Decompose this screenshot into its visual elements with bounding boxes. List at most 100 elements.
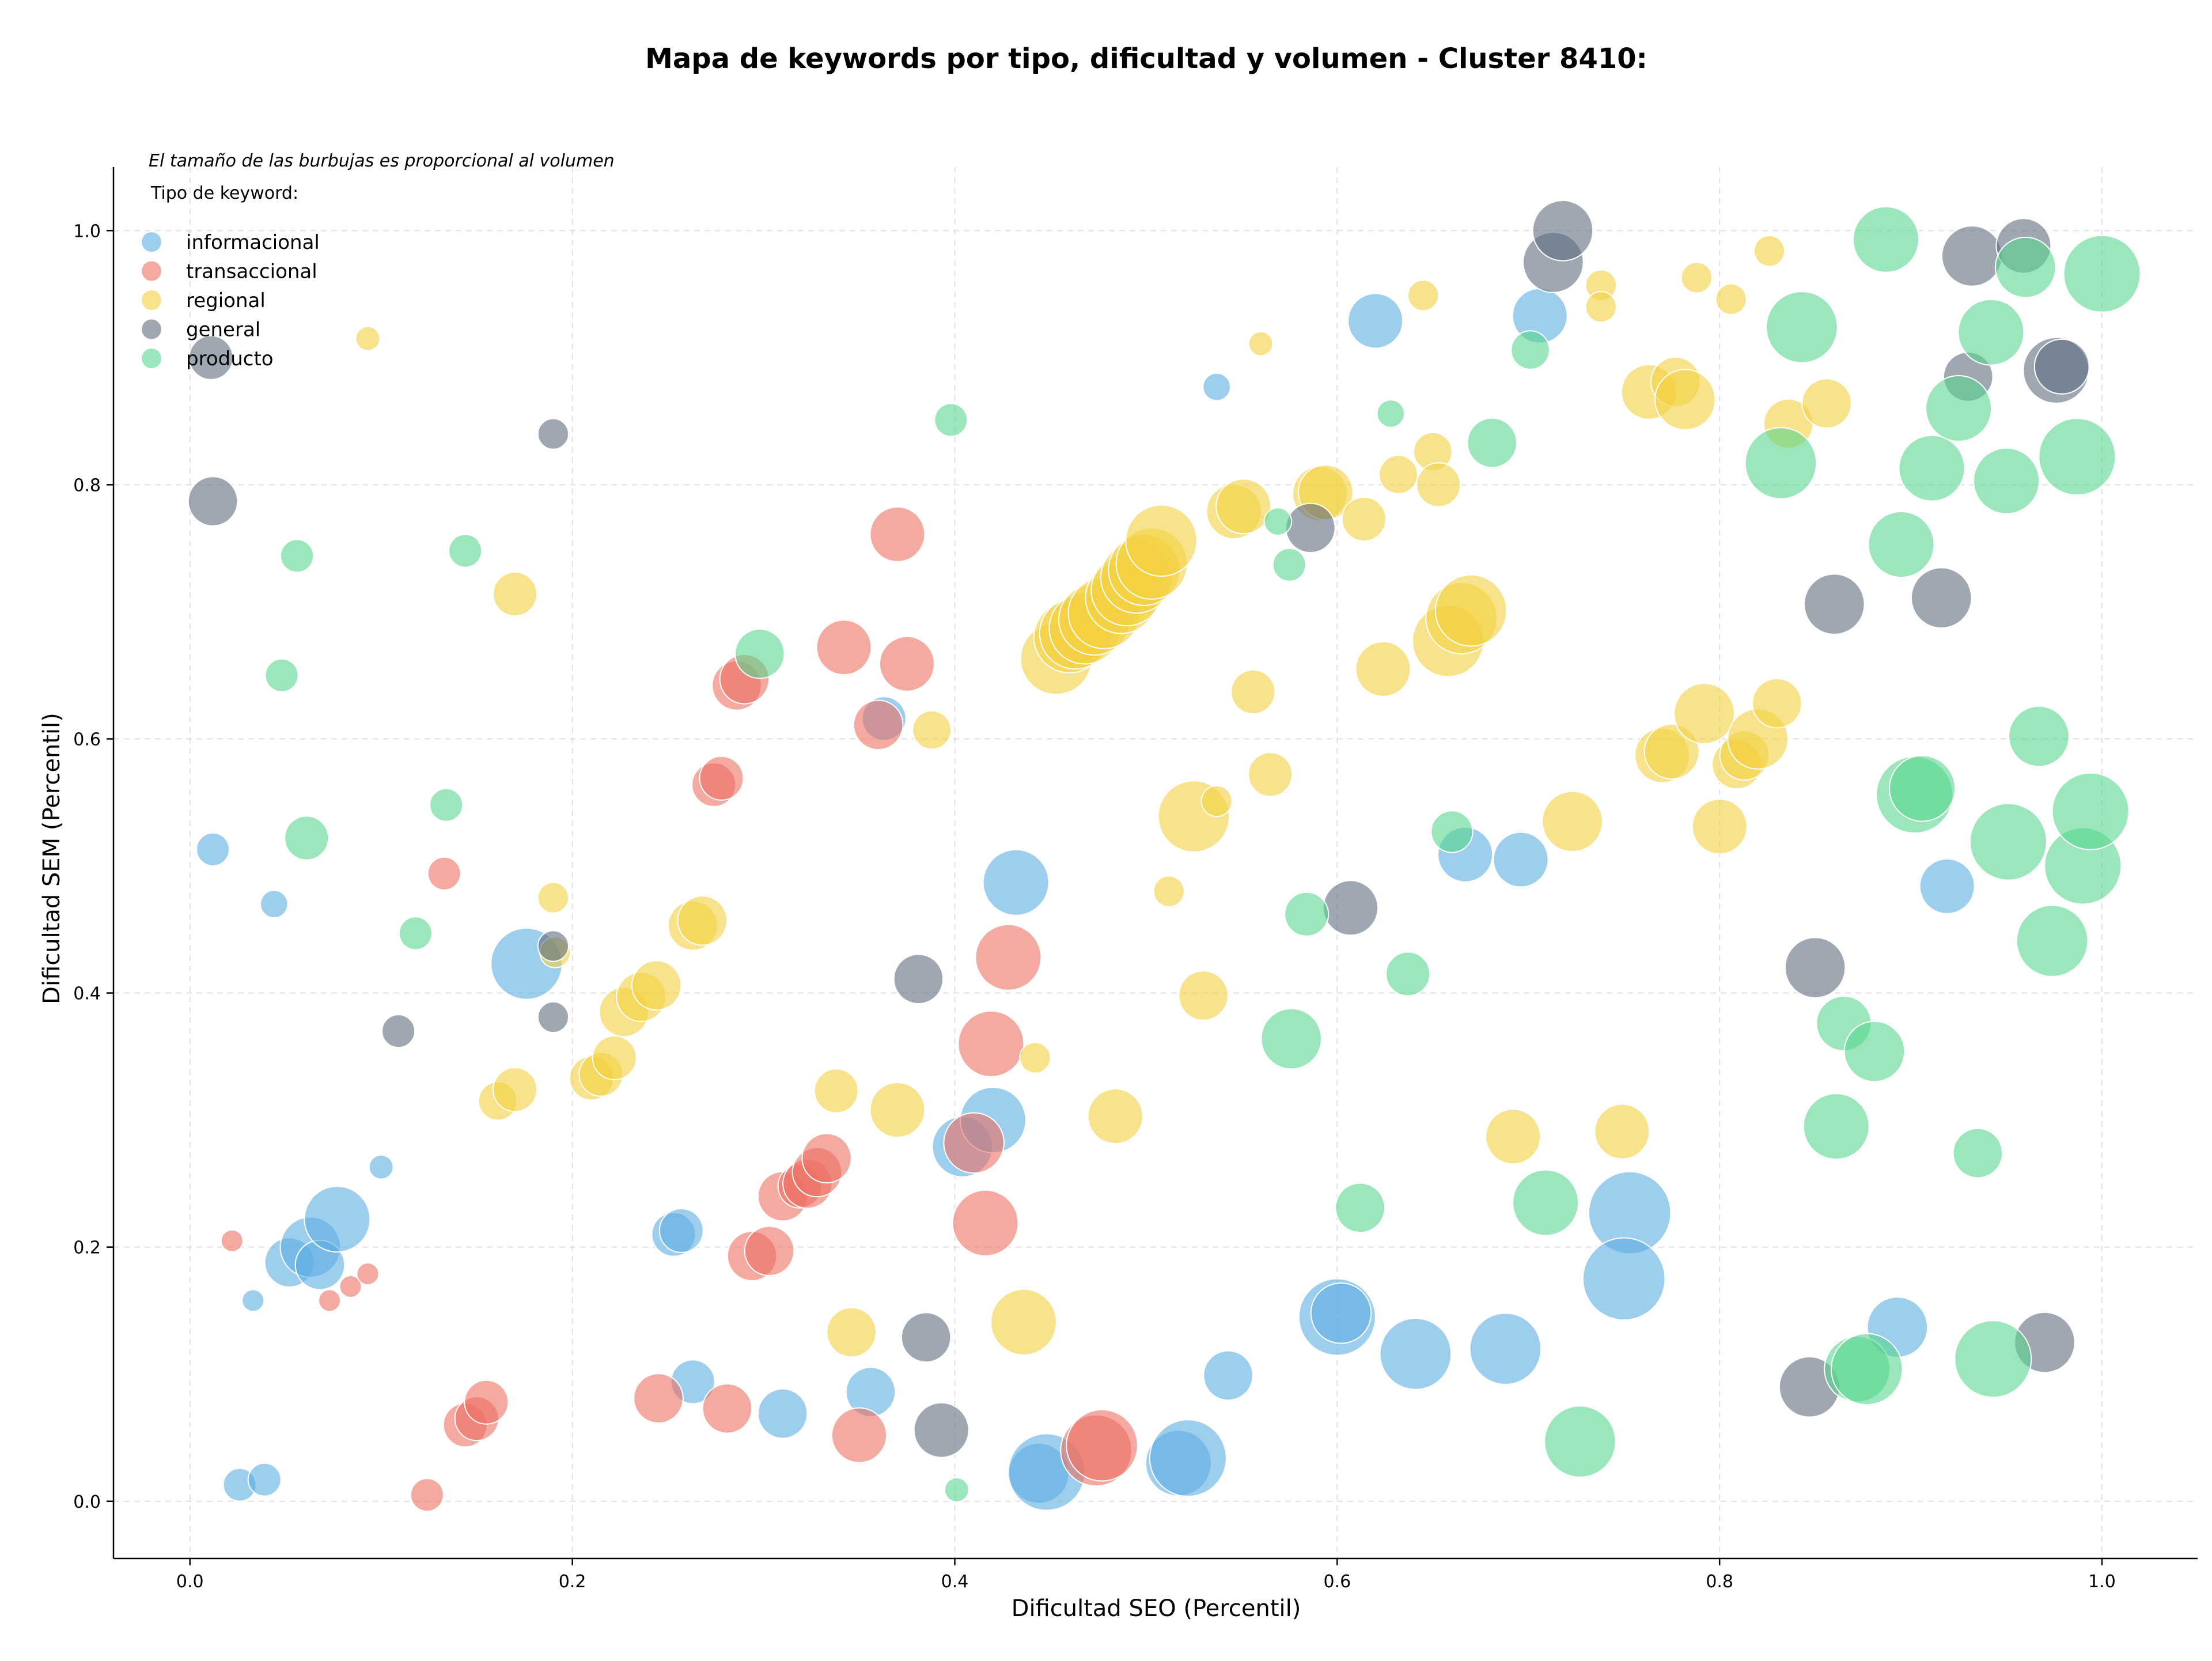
- bubble-regional: [1673, 683, 1735, 744]
- y-tick-label: 0.0: [73, 1492, 101, 1512]
- bubble-informacional: [757, 1388, 808, 1439]
- bubble-regional: [537, 881, 570, 914]
- bubble-informacional: [1202, 372, 1231, 402]
- bubble-general: [537, 930, 570, 962]
- legend-marker-regional: [142, 290, 161, 310]
- y-tick-label: 0.8: [73, 475, 101, 495]
- bubble-producto: [1385, 951, 1431, 997]
- bubble-producto: [429, 788, 464, 822]
- bubble-general: [537, 418, 570, 450]
- bubble-general: [1910, 567, 1972, 629]
- bubble-transaccional: [853, 699, 904, 750]
- bubble-general: [1323, 880, 1379, 936]
- bubble-informacional: [1310, 1282, 1372, 1344]
- bubble-regional: [1753, 235, 1786, 267]
- bubble-producto: [1969, 803, 2047, 881]
- chart-title: Mapa de keywords por tipo, dificultad y …: [645, 43, 1647, 75]
- legend-marker-transaccional: [142, 261, 161, 281]
- legend-title: Tipo de keyword:: [150, 183, 298, 203]
- bubble-general: [1941, 225, 2003, 287]
- bubble-regional: [1434, 574, 1508, 647]
- bubble-regional: [1153, 875, 1185, 907]
- bubble-informacional: [1149, 1419, 1227, 1497]
- bubble-informacional: [658, 1208, 704, 1253]
- x-axis-label: Dificultad SEO (Percentil): [1012, 1595, 1301, 1622]
- bubble-transaccional: [957, 1010, 1025, 1077]
- bubble-producto: [1510, 330, 1550, 370]
- x-tick-label: 0.2: [559, 1572, 586, 1592]
- bubble-producto: [2008, 705, 2070, 767]
- series-regional: [355, 235, 1852, 1358]
- bubble-regional: [1378, 455, 1418, 495]
- bubble-general: [381, 1014, 416, 1049]
- bubble-producto: [1843, 1020, 1906, 1083]
- bubble-transaccional: [427, 856, 461, 891]
- bubble-producto: [1544, 1405, 1616, 1478]
- bubble-producto: [1802, 1093, 1870, 1160]
- bubble-informacional: [1582, 1237, 1666, 1321]
- bubble-regional: [1654, 369, 1716, 430]
- bubble-regional: [493, 572, 537, 616]
- bubble-producto: [1512, 1169, 1580, 1236]
- bubble-producto: [448, 534, 483, 568]
- y-tick-label: 0.2: [73, 1238, 101, 1258]
- bubble-general: [900, 1312, 952, 1363]
- bubble-producto: [1868, 511, 1935, 578]
- legend-items: informacional transaccional regional genera…: [142, 231, 320, 370]
- series-producto: [264, 206, 2141, 1503]
- bubble-transaccional: [744, 1225, 795, 1277]
- bubble-regional: [990, 1288, 1057, 1356]
- bubble-regional: [813, 1068, 859, 1114]
- bubble-informacional: [260, 890, 289, 918]
- bubble-producto: [264, 658, 299, 693]
- bubble-producto: [1766, 291, 1838, 364]
- bubble-producto: [2038, 418, 2116, 496]
- bubble-regional: [1215, 478, 1272, 535]
- bubble-general: [913, 1402, 969, 1458]
- bubble-informacional: [304, 1186, 371, 1253]
- bubble-transaccional: [356, 1262, 380, 1285]
- bubble-informacional: [1347, 293, 1404, 349]
- bubble-size-note: El tamaño de las burbujas es proporciona…: [149, 151, 615, 171]
- legend-label-producto: producto: [186, 347, 274, 370]
- bubble-general: [188, 335, 234, 380]
- bubble-informacional: [1379, 1318, 1452, 1390]
- legend-label-general: general: [186, 319, 260, 342]
- legend: Tipo de keyword: informacional transaccio…: [142, 183, 320, 370]
- bubble-informacional: [368, 1154, 394, 1180]
- bubble-regional: [1691, 799, 1748, 855]
- bubble-general: [893, 954, 944, 1005]
- x-tick-label: 0.4: [941, 1572, 969, 1592]
- series-informacional: [196, 287, 1975, 1511]
- bubble-regional: [1125, 504, 1198, 577]
- bubble-regional: [1585, 290, 1617, 323]
- bubble-producto: [1376, 399, 1406, 428]
- bubble-regional: [1087, 1088, 1143, 1144]
- y-tick-label: 1.0: [73, 221, 101, 241]
- bubble-producto: [1744, 427, 1817, 500]
- bubble-informacional: [982, 849, 1050, 916]
- bubble-regional: [493, 1067, 537, 1113]
- bubble-informacional: [1493, 831, 1549, 888]
- bubble-producto: [1831, 1333, 1903, 1406]
- grid-layer: [113, 167, 2198, 1558]
- legend-marker-producto: [142, 349, 161, 368]
- bubble-layer: [187, 200, 2141, 1512]
- bubble-regional: [1407, 279, 1440, 312]
- bubble-informacional: [1203, 1350, 1253, 1401]
- bubble-producto: [1889, 755, 1956, 822]
- bubble-transaccional: [831, 1407, 887, 1463]
- bubble-transaccional: [410, 1478, 444, 1512]
- bubble-regional: [1200, 785, 1233, 818]
- bubble-informacional: [1469, 1312, 1542, 1385]
- bubble-general: [1804, 573, 1865, 635]
- bubble-transaccional: [952, 1189, 1019, 1257]
- bubble-general: [2033, 338, 2090, 395]
- bubble-transaccional: [633, 1373, 684, 1424]
- legend-label-transaccional: transaccional: [186, 260, 317, 283]
- bubble-regional: [1801, 378, 1852, 429]
- y-axis-label: Dificultad SEM (Percentil): [39, 713, 65, 1004]
- bubble-regional: [1680, 262, 1713, 294]
- series-transaccional: [220, 506, 1138, 1512]
